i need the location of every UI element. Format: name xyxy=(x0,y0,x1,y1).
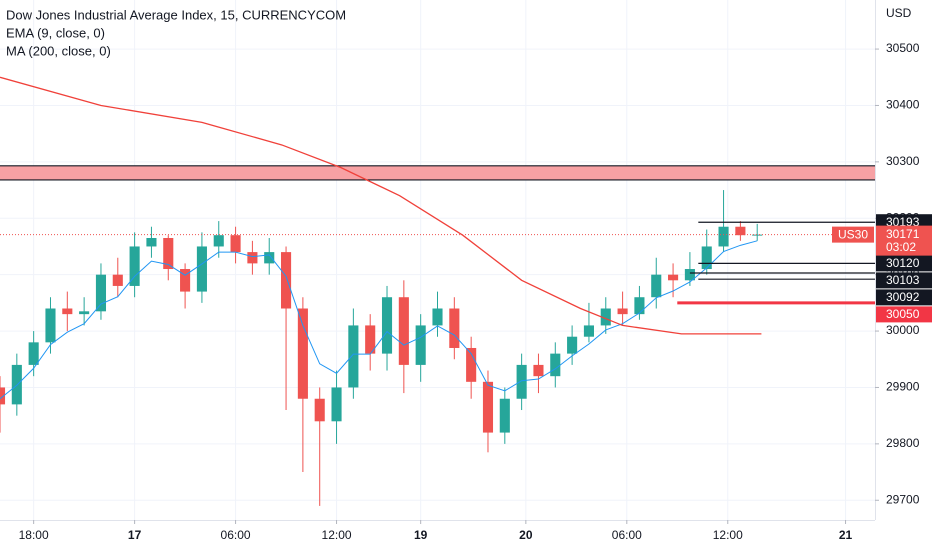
candle-body xyxy=(0,387,6,405)
x-tick-label: 12:00 xyxy=(322,528,352,542)
candle-body xyxy=(180,269,191,292)
x-tick-label: 17 xyxy=(128,528,142,542)
candle-body xyxy=(314,398,325,422)
chart-title: Dow Jones Industrial Average Index, 15, … xyxy=(6,7,346,22)
countdown-label: 03:02 xyxy=(886,240,916,254)
candle-body xyxy=(701,246,712,270)
candle-body xyxy=(365,325,376,354)
candle-body xyxy=(95,274,107,312)
candle-body xyxy=(668,274,679,281)
x-tick-label: 19 xyxy=(414,528,428,542)
level-label: 30050 xyxy=(886,307,920,321)
y-tick-label: 29900 xyxy=(886,380,920,394)
candle-body xyxy=(415,325,426,365)
candle-body xyxy=(45,308,56,343)
level-label-box xyxy=(876,272,932,289)
level-label-box xyxy=(876,289,932,306)
candle-body xyxy=(550,353,561,377)
candle-body xyxy=(482,381,494,433)
candle-body xyxy=(516,364,527,399)
candle-body xyxy=(567,336,578,354)
y-tick-label: 30500 xyxy=(886,41,920,55)
candle-body xyxy=(297,308,308,399)
candle-body xyxy=(684,269,695,281)
x-tick-label: 21 xyxy=(839,528,853,542)
legend-entry: MA (200, close, 0) xyxy=(6,43,111,58)
candle-body xyxy=(466,347,477,382)
indicator-line xyxy=(0,240,758,400)
candle-body xyxy=(634,297,645,315)
candle-body xyxy=(62,308,73,315)
y-tick-label: 29800 xyxy=(886,436,920,450)
x-tick-label: 20 xyxy=(519,528,533,542)
level-label: 30193 xyxy=(886,215,920,229)
candle-body xyxy=(398,297,409,365)
candle-body xyxy=(381,297,393,354)
candle-body xyxy=(583,325,594,337)
candle-body xyxy=(600,308,611,326)
candle-body xyxy=(230,235,241,253)
y-tick-label: 30400 xyxy=(886,98,920,112)
candle-body xyxy=(129,246,140,286)
candle-body xyxy=(449,308,460,348)
level-label: 30092 xyxy=(886,290,920,304)
candle-body xyxy=(499,398,510,433)
candle-body xyxy=(28,342,39,365)
indicator-line xyxy=(0,76,762,335)
candle-body xyxy=(146,238,157,247)
level-label: 30103 xyxy=(886,273,920,287)
y-tick-label: 30000 xyxy=(886,323,920,337)
candle-body xyxy=(331,387,342,422)
candle-body xyxy=(651,274,662,298)
y-tick-label: 29700 xyxy=(886,492,920,506)
x-tick-label: 12:00 xyxy=(713,528,743,542)
y-tick-label: 30300 xyxy=(886,154,920,168)
candle-body xyxy=(432,308,443,326)
candle-body xyxy=(617,308,628,315)
candle-body xyxy=(264,252,275,264)
candle-body xyxy=(213,235,224,247)
level-label-box xyxy=(876,306,932,323)
resistance-zone xyxy=(0,165,875,180)
x-tick-label: 18:00 xyxy=(19,528,49,542)
symbol-label-box xyxy=(832,226,874,243)
candle-body xyxy=(247,252,258,264)
unit-label: USD xyxy=(886,6,912,20)
axes: 2970029800299003000030100302003030030400… xyxy=(19,41,932,542)
candle-body xyxy=(281,252,292,309)
candle-body xyxy=(735,226,746,236)
candle-body xyxy=(163,238,174,270)
x-tick-label: 06:00 xyxy=(612,528,642,542)
candle-body xyxy=(348,325,359,388)
candle-body xyxy=(533,364,544,377)
symbol-label: US30 xyxy=(838,227,868,241)
plot xyxy=(0,76,875,506)
level-label: 30120 xyxy=(886,256,920,270)
candle-body xyxy=(196,246,207,292)
x-tick-label: 06:00 xyxy=(221,528,251,542)
level-label-box xyxy=(876,255,932,272)
price-label: 30171 xyxy=(886,227,920,241)
candle-body xyxy=(79,311,90,315)
candle-body xyxy=(752,234,763,236)
candle-body xyxy=(718,226,729,247)
price-label-box xyxy=(876,225,932,256)
candle-body xyxy=(112,274,123,286)
legend-entry: EMA (9, close, 0) xyxy=(6,25,105,40)
